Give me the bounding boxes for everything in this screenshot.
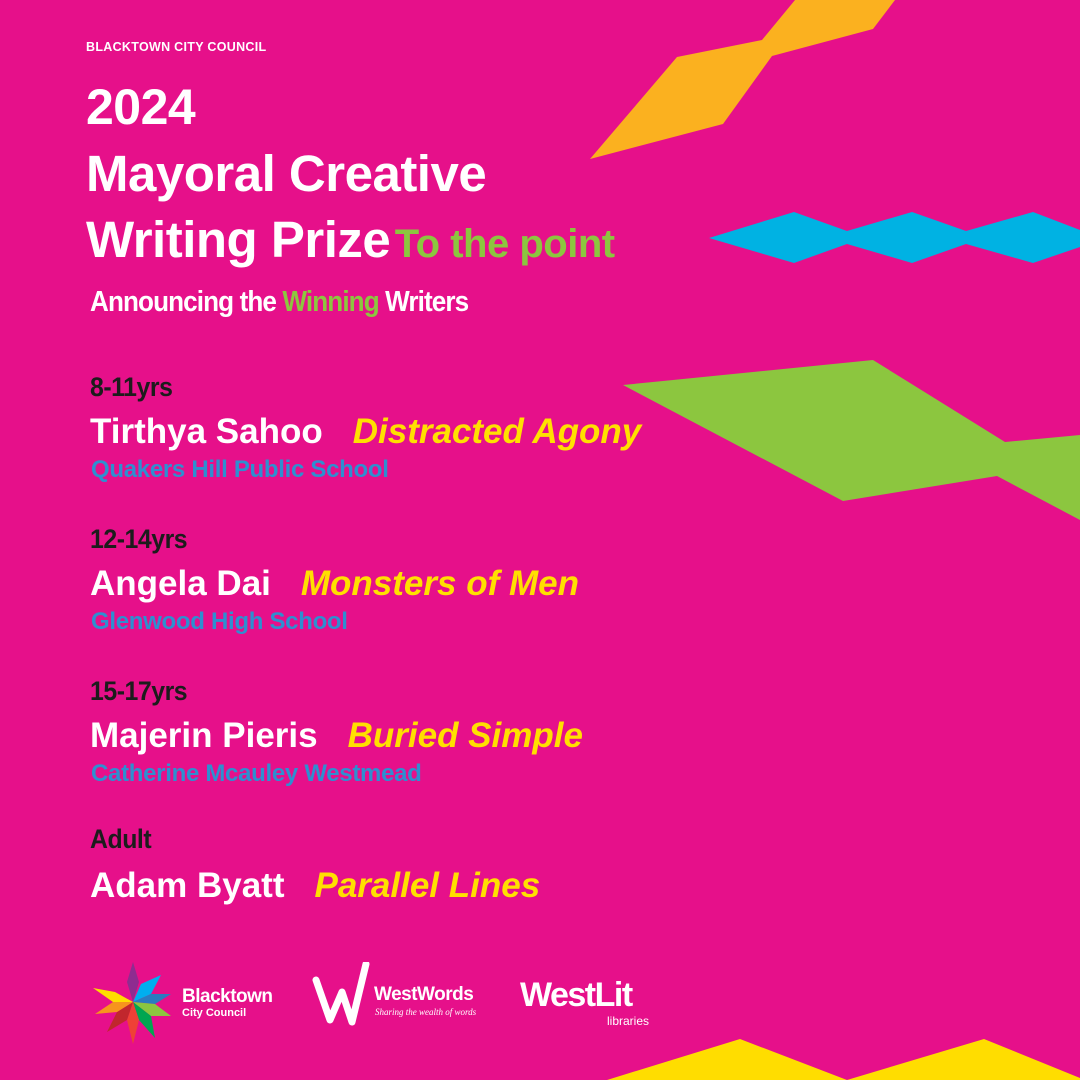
school-name: Glenwood High School: [91, 608, 348, 635]
subtitle-pre: Announcing the: [90, 286, 277, 318]
blacktown-logo: Blacktown City Council: [88, 956, 288, 1048]
work-title: Buried Simple: [347, 716, 583, 755]
title-line-2-row: Writing Prize To the point: [86, 214, 615, 267]
westwords-name: WestWords: [374, 984, 474, 1005]
title-line-1: Mayoral Creative: [86, 145, 487, 202]
title-line-2: Writing Prize: [86, 211, 391, 268]
winner-row: Majerin Pieris Buried Simple: [90, 716, 583, 756]
star-icon: [93, 962, 171, 1044]
westlit-logo: WestLit libraries: [520, 976, 670, 1036]
school-name: Catherine Mcauley Westmead: [91, 760, 422, 787]
winner-name: Majerin Pieris: [90, 716, 318, 755]
work-title: Distracted Agony: [352, 412, 642, 451]
blacktown-logo-line2: City Council: [182, 1007, 247, 1019]
winner-row: Adam Byatt Parallel Lines: [90, 866, 540, 906]
westlit-name: WestLit: [520, 976, 633, 1014]
westlit-sub: libraries: [607, 1014, 650, 1028]
cyan-zigzag-shape: [709, 212, 1080, 263]
blacktown-logo-line1: Blacktown: [182, 986, 273, 1007]
work-title: Parallel Lines: [314, 866, 541, 905]
category-label: 15-17yrs: [90, 676, 188, 706]
winner-row: Tirthya Sahoo Distracted Agony: [90, 412, 641, 452]
subtitle-post: Writers: [385, 286, 469, 318]
work-title: Monsters of Men: [300, 564, 579, 603]
westwords-tagline: Sharing the wealth of words: [375, 1007, 477, 1017]
year-heading: 2024: [86, 79, 196, 135]
winner-name: Adam Byatt: [90, 866, 285, 905]
orange-zigzag-shape: [590, 0, 895, 159]
westwords-w-icon: [312, 962, 370, 1026]
category-label: Adult: [90, 824, 152, 854]
winner-name: Angela Dai: [90, 564, 271, 603]
subtitle: Announcing the Winning Writers: [90, 286, 469, 319]
category-label: 8-11yrs: [90, 372, 173, 402]
yellow-zigzag-shape: [607, 1039, 1080, 1080]
school-name: Quakers Hill Public School: [91, 456, 389, 483]
green-zigzag-shape: [623, 360, 1080, 520]
theme-tagline: To the point: [394, 222, 615, 266]
subtitle-highlight: Winning: [282, 286, 379, 318]
westwords-logo: WestWords Sharing the wealth of words: [312, 962, 492, 1032]
category-label: 12-14yrs: [90, 524, 188, 554]
winner-row: Angela Dai Monsters of Men: [90, 564, 579, 604]
organisation-label: BLACKTOWN CITY COUNCIL: [86, 40, 267, 54]
winner-name: Tirthya Sahoo: [90, 412, 323, 451]
